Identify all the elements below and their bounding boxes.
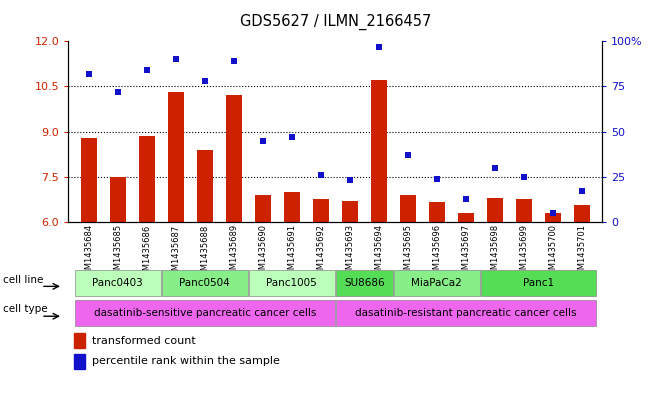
Point xyxy=(547,210,558,216)
Text: GSM1435701: GSM1435701 xyxy=(577,224,587,280)
Bar xyxy=(81,138,96,222)
Bar xyxy=(371,81,387,222)
Bar xyxy=(516,199,532,222)
Point xyxy=(461,195,471,202)
Bar xyxy=(74,354,85,369)
Point xyxy=(432,176,442,182)
Point xyxy=(286,134,297,140)
Bar xyxy=(110,177,126,222)
Bar xyxy=(336,270,393,296)
Text: GSM1435693: GSM1435693 xyxy=(345,224,354,281)
Text: percentile rank within the sample: percentile rank within the sample xyxy=(92,356,280,366)
Text: GSM1435687: GSM1435687 xyxy=(171,224,180,281)
Bar xyxy=(429,202,445,222)
Bar xyxy=(574,206,590,222)
Text: GDS5627 / ILMN_2166457: GDS5627 / ILMN_2166457 xyxy=(240,14,431,30)
Bar xyxy=(75,270,161,296)
Point xyxy=(141,67,152,73)
Text: GSM1435691: GSM1435691 xyxy=(287,224,296,280)
Text: Panc0403: Panc0403 xyxy=(92,278,143,288)
Bar xyxy=(74,333,85,349)
Point xyxy=(229,58,239,64)
Text: GSM1435690: GSM1435690 xyxy=(258,224,267,280)
Text: GSM1435700: GSM1435700 xyxy=(548,224,557,280)
Text: cell line: cell line xyxy=(3,275,44,285)
Bar xyxy=(458,213,474,222)
Text: GSM1435699: GSM1435699 xyxy=(519,224,529,280)
Bar xyxy=(312,199,329,222)
Bar xyxy=(197,150,213,222)
Bar xyxy=(481,270,596,296)
Point xyxy=(402,152,413,158)
Text: dasatinib-sensitive pancreatic cancer cells: dasatinib-sensitive pancreatic cancer ce… xyxy=(94,308,316,318)
Point xyxy=(83,71,94,77)
Text: GSM1435685: GSM1435685 xyxy=(113,224,122,281)
Bar xyxy=(75,300,335,326)
Text: GSM1435697: GSM1435697 xyxy=(462,224,470,281)
Text: SU8686: SU8686 xyxy=(344,278,385,288)
Bar xyxy=(394,270,480,296)
Point xyxy=(113,89,123,95)
Bar xyxy=(487,198,503,222)
Text: dasatinib-resistant pancreatic cancer cells: dasatinib-resistant pancreatic cancer ce… xyxy=(355,308,577,318)
Bar xyxy=(400,195,416,222)
Point xyxy=(171,56,181,62)
Point xyxy=(374,44,384,50)
Bar xyxy=(342,201,358,222)
Bar xyxy=(545,213,561,222)
Point xyxy=(490,165,500,171)
Text: GSM1435684: GSM1435684 xyxy=(84,224,93,281)
Bar xyxy=(284,192,299,222)
Text: GSM1435696: GSM1435696 xyxy=(432,224,441,281)
Text: cell type: cell type xyxy=(3,305,48,314)
Bar xyxy=(162,270,247,296)
Point xyxy=(344,177,355,184)
Text: transformed count: transformed count xyxy=(92,336,196,346)
Bar xyxy=(255,195,271,222)
Bar xyxy=(168,92,184,222)
Bar xyxy=(226,95,242,222)
Point xyxy=(316,172,326,178)
Text: GSM1435695: GSM1435695 xyxy=(404,224,412,280)
Point xyxy=(258,138,268,144)
Bar xyxy=(336,300,596,326)
Point xyxy=(577,188,587,195)
Text: Panc1: Panc1 xyxy=(523,278,554,288)
Text: GSM1435692: GSM1435692 xyxy=(316,224,326,280)
Text: GSM1435694: GSM1435694 xyxy=(374,224,383,280)
Text: Panc0504: Panc0504 xyxy=(179,278,230,288)
Text: GSM1435698: GSM1435698 xyxy=(490,224,499,281)
Point xyxy=(199,78,210,84)
Bar xyxy=(139,136,155,222)
Text: Panc1005: Panc1005 xyxy=(266,278,317,288)
Text: GSM1435688: GSM1435688 xyxy=(201,224,209,281)
Text: GSM1435689: GSM1435689 xyxy=(229,224,238,281)
Point xyxy=(519,174,529,180)
Bar xyxy=(249,270,335,296)
Text: MiaPaCa2: MiaPaCa2 xyxy=(411,278,462,288)
Text: GSM1435686: GSM1435686 xyxy=(142,224,151,281)
